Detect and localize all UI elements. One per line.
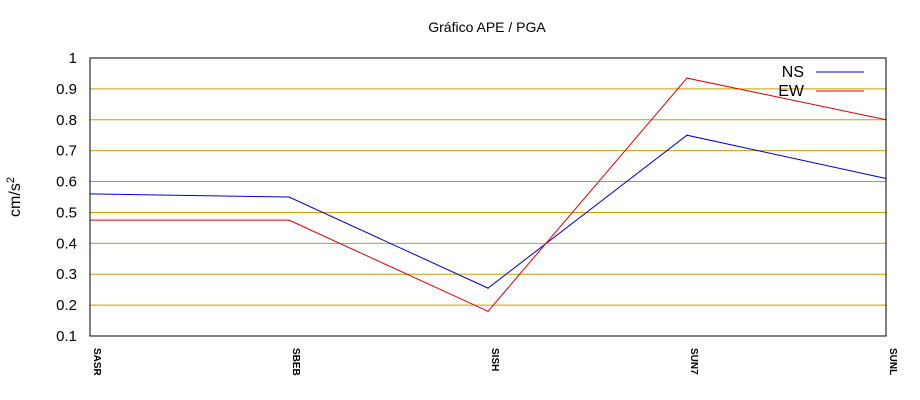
plot-frame bbox=[89, 57, 887, 337]
point-ew-sun7 bbox=[686, 77, 688, 79]
y-axis: 0.1 0.2 0.3 0.4 0.5 0.6 0.7 0.8 0.9 1 bbox=[56, 50, 77, 345]
series-layer bbox=[89, 77, 887, 312]
y-axis-label-exponent: 2 bbox=[5, 177, 17, 183]
y-axis-label: cm/s2 bbox=[5, 177, 24, 217]
y-tick-label-0-7: 0.7 bbox=[56, 143, 77, 160]
gridlines bbox=[90, 88, 886, 306]
series-line-ns bbox=[89, 134, 887, 289]
legend: NS EW bbox=[778, 64, 864, 100]
chart-title: Gráfico APE / PGA bbox=[428, 19, 546, 35]
x-tick-label-sbeb: SBEB bbox=[290, 348, 301, 376]
point-ew-sbeb bbox=[288, 219, 290, 221]
legend-label-ns: NS bbox=[782, 64, 804, 81]
y-tick-label-0-8: 0.8 bbox=[56, 112, 77, 129]
y-tick-label-0-9: 0.9 bbox=[56, 81, 77, 98]
x-tick-label-sasr: SASR bbox=[91, 348, 102, 377]
point-ew-sish bbox=[487, 310, 489, 312]
y-tick-label-0-4: 0.4 bbox=[56, 235, 77, 252]
y-tick-label-0-2: 0.2 bbox=[56, 297, 77, 314]
y-axis-label-unit: cm/s bbox=[7, 183, 24, 217]
x-axis: SASR SBEB SISH SUN7 SUNL bbox=[91, 348, 898, 377]
point-ns-sun7 bbox=[686, 134, 688, 136]
y-tick-label-0-3: 0.3 bbox=[56, 266, 77, 283]
y-tick-label-0-5: 0.5 bbox=[56, 204, 77, 221]
point-ns-sbeb bbox=[288, 196, 290, 198]
x-tick-label-sun7: SUN7 bbox=[688, 348, 699, 375]
x-tick-label-sish: SISH bbox=[489, 348, 500, 371]
series-line-ew bbox=[90, 77, 887, 312]
y-tick-label-1: 1 bbox=[69, 50, 77, 67]
y-tick-label-0-6: 0.6 bbox=[56, 174, 77, 191]
legend-label-ew: EW bbox=[778, 83, 805, 100]
y-tick-label-0-1: 0.1 bbox=[56, 328, 77, 345]
x-tick-label-sunl: SUNL bbox=[887, 348, 898, 375]
point-ns-sish bbox=[487, 287, 489, 289]
